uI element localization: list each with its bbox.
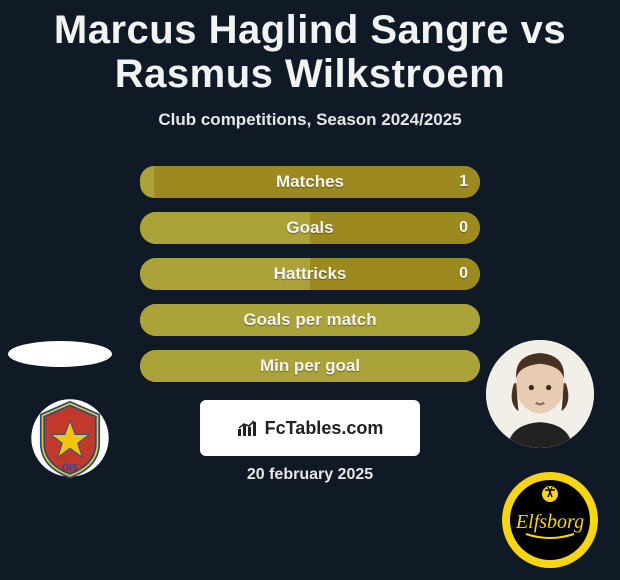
stat-label: Min per goal bbox=[260, 356, 360, 376]
stat-value-player2: 0 bbox=[459, 219, 468, 237]
player1-avatar-placeholder bbox=[8, 341, 112, 367]
comparison-card: Marcus Haglind Sangre vs Rasmus Wilkstro… bbox=[0, 0, 620, 580]
brand-box: FcTables.com bbox=[200, 400, 420, 456]
club2-badge-icon: Elfsborg bbox=[500, 470, 600, 570]
svg-text:Elfsborg: Elfsborg bbox=[515, 511, 584, 533]
stat-value-player2: 0 bbox=[459, 265, 468, 283]
content-area: ÖIS Elfsborg bbox=[0, 166, 620, 484]
club1-shield-icon: ÖIS bbox=[20, 395, 120, 481]
svg-text:ÖIS: ÖIS bbox=[62, 463, 78, 474]
stat-row: Hattricks 0 bbox=[140, 258, 480, 290]
stat-value-player2: 1 bbox=[459, 173, 468, 191]
stat-row: Goals 0 bbox=[140, 212, 480, 244]
stat-row: Min per goal bbox=[140, 350, 480, 382]
stat-row: Matches 1 bbox=[140, 166, 480, 198]
stat-bars: Matches 1 Goals 0 Hattricks 0 Goals per match M… bbox=[140, 166, 480, 382]
bar-segment-player2 bbox=[310, 212, 480, 244]
stat-label: Goals per match bbox=[243, 310, 376, 330]
page-title: Marcus Haglind Sangre vs Rasmus Wilkstro… bbox=[0, 0, 620, 96]
bar-segment-player1 bbox=[140, 166, 154, 198]
stat-label: Hattricks bbox=[274, 264, 347, 284]
bar-segment-player1 bbox=[140, 212, 310, 244]
stat-label: Goals bbox=[286, 218, 333, 238]
player2-avatar-icon bbox=[486, 340, 594, 448]
brand-chart-icon bbox=[237, 419, 259, 437]
player2-club-badge: Elfsborg bbox=[500, 470, 600, 570]
page-subtitle: Club competitions, Season 2024/2025 bbox=[0, 110, 620, 130]
brand-text: FcTables.com bbox=[265, 418, 384, 439]
player1-club-badge: ÖIS bbox=[20, 395, 120, 481]
stat-row: Goals per match bbox=[140, 304, 480, 336]
stat-label: Matches bbox=[276, 172, 344, 192]
player2-avatar bbox=[486, 340, 594, 448]
